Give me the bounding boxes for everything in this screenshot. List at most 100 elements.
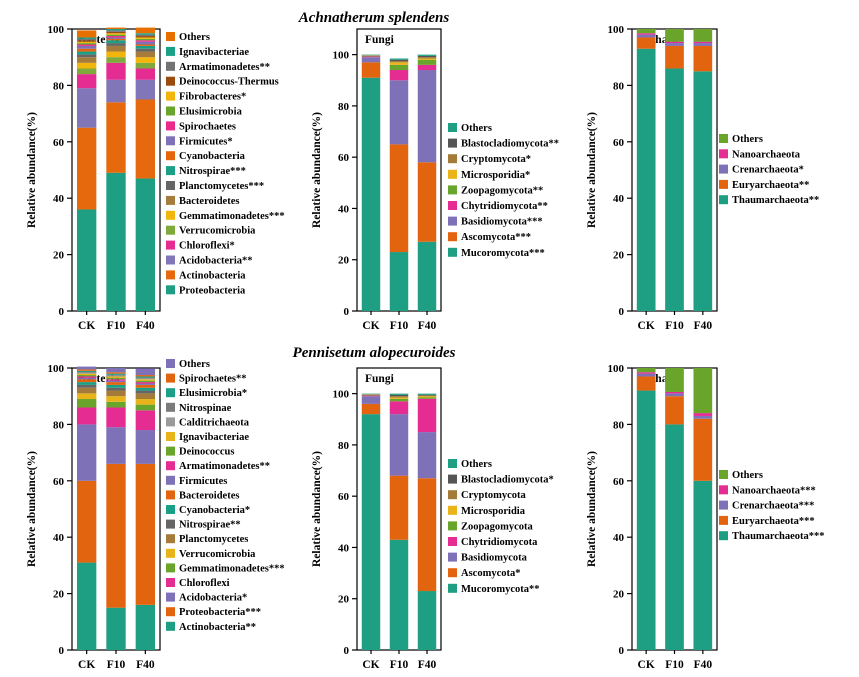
bar-segment — [693, 368, 713, 414]
bar-segment — [76, 127, 97, 210]
y-axis-label: Relative abundance(%) — [26, 451, 38, 567]
legend-label: Spirochaetes — [179, 121, 236, 132]
legend-swatch — [166, 240, 175, 250]
bar-segment — [76, 375, 97, 377]
bar-segment — [76, 372, 97, 374]
y-axis-label: Relative abundance(%) — [26, 112, 38, 228]
bar-segment — [389, 397, 409, 399]
legend-label: Firmicutes — [179, 476, 227, 487]
bar-segment — [106, 27, 126, 29]
bar-segment — [106, 380, 126, 383]
bar-segment — [417, 396, 437, 398]
bar-segment — [106, 390, 126, 397]
legend-swatch — [448, 505, 457, 515]
y-tick-label: 80 — [613, 419, 625, 431]
bar-segment — [76, 38, 97, 41]
legend-swatch — [166, 402, 175, 412]
bar-segment — [135, 377, 156, 379]
x-tick-label: CK — [78, 659, 95, 671]
y-tick-label: 40 — [613, 193, 625, 205]
x-tick-label: CK — [638, 320, 655, 332]
bar-segment — [636, 33, 656, 35]
legend-label: Nitrospirae*** — [179, 166, 246, 177]
bar-segment — [693, 29, 713, 42]
bar-segment — [76, 62, 97, 69]
legend-swatch — [166, 106, 175, 116]
legend-swatch — [166, 32, 175, 41]
legend-swatch — [166, 270, 175, 280]
x-tick-label: F40 — [136, 659, 155, 671]
legend-label: Euryarchaeota** — [732, 180, 809, 191]
bar-segment — [417, 395, 437, 397]
bar-segment — [636, 29, 656, 34]
legend-label: Ascomycota*** — [461, 232, 531, 243]
bar-segment — [135, 379, 156, 381]
bar-segment — [636, 373, 656, 377]
bar-segment — [389, 396, 409, 398]
y-tick-label: 40 — [53, 532, 65, 544]
legend-swatch — [166, 388, 175, 398]
bar-segment — [106, 407, 126, 428]
legend-label: Thaumarchaeota*** — [732, 531, 825, 542]
legend-swatch — [448, 537, 457, 546]
bar-segment — [135, 68, 156, 80]
panel-title: Fungi — [365, 34, 395, 46]
bar-segment — [135, 34, 156, 37]
legend-swatch — [166, 432, 175, 441]
bar-segment — [76, 209, 97, 311]
legend-swatch — [719, 470, 728, 479]
bar-segment — [135, 79, 156, 100]
y-tick-label: 20 — [338, 255, 350, 267]
legend-label: Ascomycota* — [461, 568, 520, 579]
legend-label: Basidiomycota — [461, 553, 528, 564]
bar-segment — [76, 387, 97, 394]
legend-swatch — [448, 474, 457, 484]
bar-segment — [389, 70, 409, 81]
bar-segment — [76, 382, 97, 385]
legend-label: Cyanobacteria — [179, 151, 246, 162]
bar-segment — [76, 407, 97, 425]
bar-segment — [693, 71, 713, 311]
legend-label: Others — [179, 359, 210, 370]
bar-segment — [389, 394, 409, 397]
bar-segment — [106, 379, 126, 381]
legend-swatch — [166, 519, 175, 529]
bar-segment — [135, 382, 156, 384]
legend-label: Actinobacteria** — [179, 622, 256, 633]
y-tick-label: 40 — [613, 532, 625, 544]
bar-segment — [135, 390, 156, 394]
bar-segment — [106, 29, 126, 31]
bar-segment — [106, 43, 126, 46]
legend-swatch — [166, 210, 175, 220]
legend-label: Calditrichaeota — [179, 417, 250, 428]
bar-segment — [76, 45, 97, 49]
x-tick-label: F40 — [136, 320, 155, 332]
legend-swatch — [719, 149, 728, 159]
section-title-top: Achnatherum splendens — [298, 10, 450, 26]
bar-segment — [417, 394, 437, 396]
legend-swatch — [448, 568, 457, 578]
bar-segment — [106, 102, 126, 173]
y-tick-label: 80 — [613, 80, 625, 92]
legend-swatch — [166, 166, 175, 176]
bar-segment — [135, 404, 156, 411]
bar-segment — [135, 40, 156, 42]
y-tick-label: 80 — [53, 80, 65, 92]
bar-segment — [135, 44, 156, 46]
bar-segment — [76, 369, 97, 371]
bar-segment — [106, 51, 126, 58]
bar-segment — [135, 38, 156, 41]
bar-segment — [417, 397, 437, 399]
bar-segment — [417, 398, 437, 433]
bar-segment — [361, 403, 381, 415]
bar-segment — [665, 68, 684, 311]
legend-label: Nitrospirae** — [179, 520, 241, 531]
bar-segment — [76, 371, 97, 373]
bar-segment — [361, 77, 381, 311]
y-tick-label: 100 — [48, 363, 65, 375]
bar-segment — [106, 463, 126, 608]
legend-swatch — [166, 195, 175, 205]
